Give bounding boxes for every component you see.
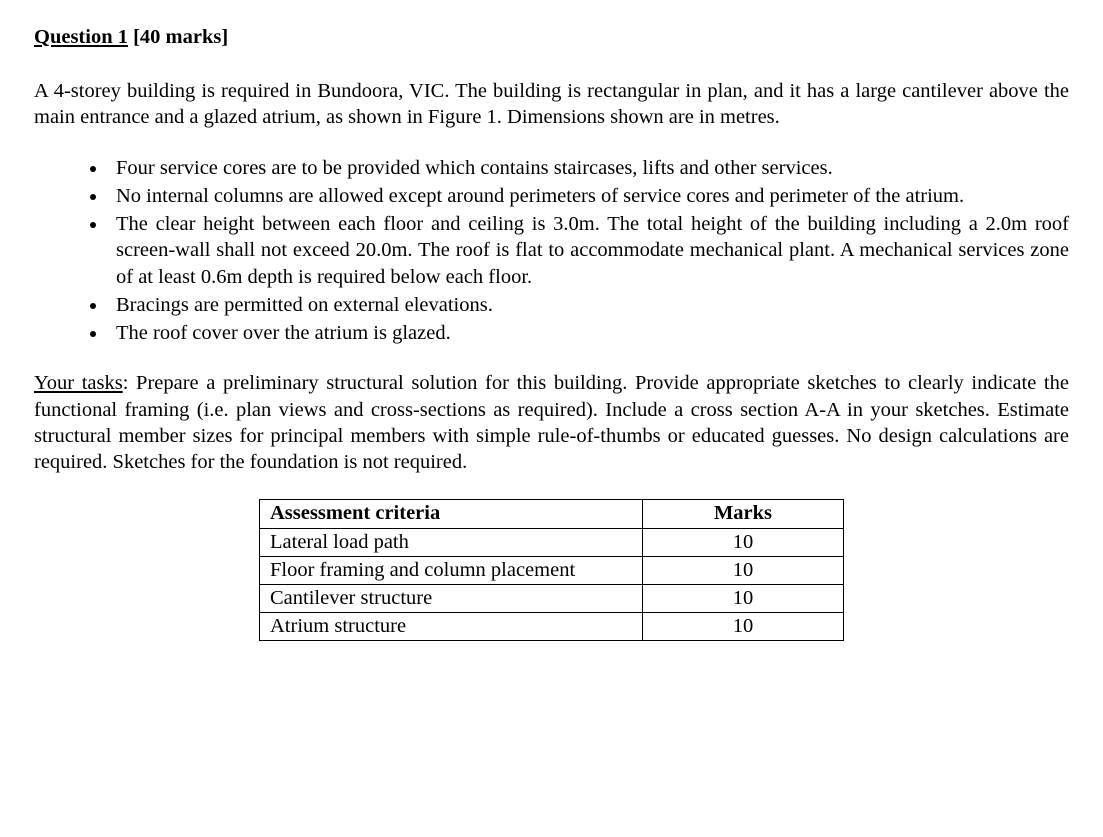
- table-row: Cantilever structure 10: [260, 584, 844, 612]
- table-header-criteria: Assessment criteria: [260, 500, 643, 528]
- heading-rest: [40 marks]: [128, 26, 228, 48]
- table-cell-marks: 10: [643, 556, 844, 584]
- intro-paragraph: A 4-storey building is required in Bundo…: [34, 78, 1069, 130]
- table-header-row: Assessment criteria Marks: [260, 500, 844, 528]
- table-row: Floor framing and column placement 10: [260, 556, 844, 584]
- table-row: Atrium structure 10: [260, 613, 844, 641]
- list-item: No internal columns are allowed except a…: [108, 183, 1069, 209]
- table-cell-criteria: Floor framing and column placement: [260, 556, 643, 584]
- list-item: Bracings are permitted on external eleva…: [108, 292, 1069, 318]
- table-cell-criteria: Atrium structure: [260, 613, 643, 641]
- question-heading: Question 1 [40 marks]: [34, 24, 1069, 50]
- table-header-marks: Marks: [643, 500, 844, 528]
- table-row: Lateral load path 10: [260, 528, 844, 556]
- tasks-paragraph: Your tasks: Prepare a preliminary struct…: [34, 370, 1069, 475]
- tasks-text: : Prepare a preliminary structural solut…: [34, 372, 1069, 473]
- list-item: The clear height between each floor and …: [108, 211, 1069, 290]
- document-page: Question 1 [40 marks] A 4-storey buildin…: [0, 0, 1103, 681]
- heading-underlined: Question 1: [34, 26, 128, 48]
- table-cell-criteria: Lateral load path: [260, 528, 643, 556]
- list-item: The roof cover over the atrium is glazed…: [108, 320, 1069, 346]
- table-cell-criteria: Cantilever structure: [260, 584, 643, 612]
- requirements-list: Four service cores are to be provided wh…: [34, 155, 1069, 347]
- assessment-table: Assessment criteria Marks Lateral load p…: [259, 499, 844, 641]
- table-cell-marks: 10: [643, 584, 844, 612]
- tasks-label: Your tasks: [34, 372, 123, 394]
- assessment-table-wrap: Assessment criteria Marks Lateral load p…: [34, 499, 1069, 641]
- list-item: Four service cores are to be provided wh…: [108, 155, 1069, 181]
- table-cell-marks: 10: [643, 528, 844, 556]
- table-cell-marks: 10: [643, 613, 844, 641]
